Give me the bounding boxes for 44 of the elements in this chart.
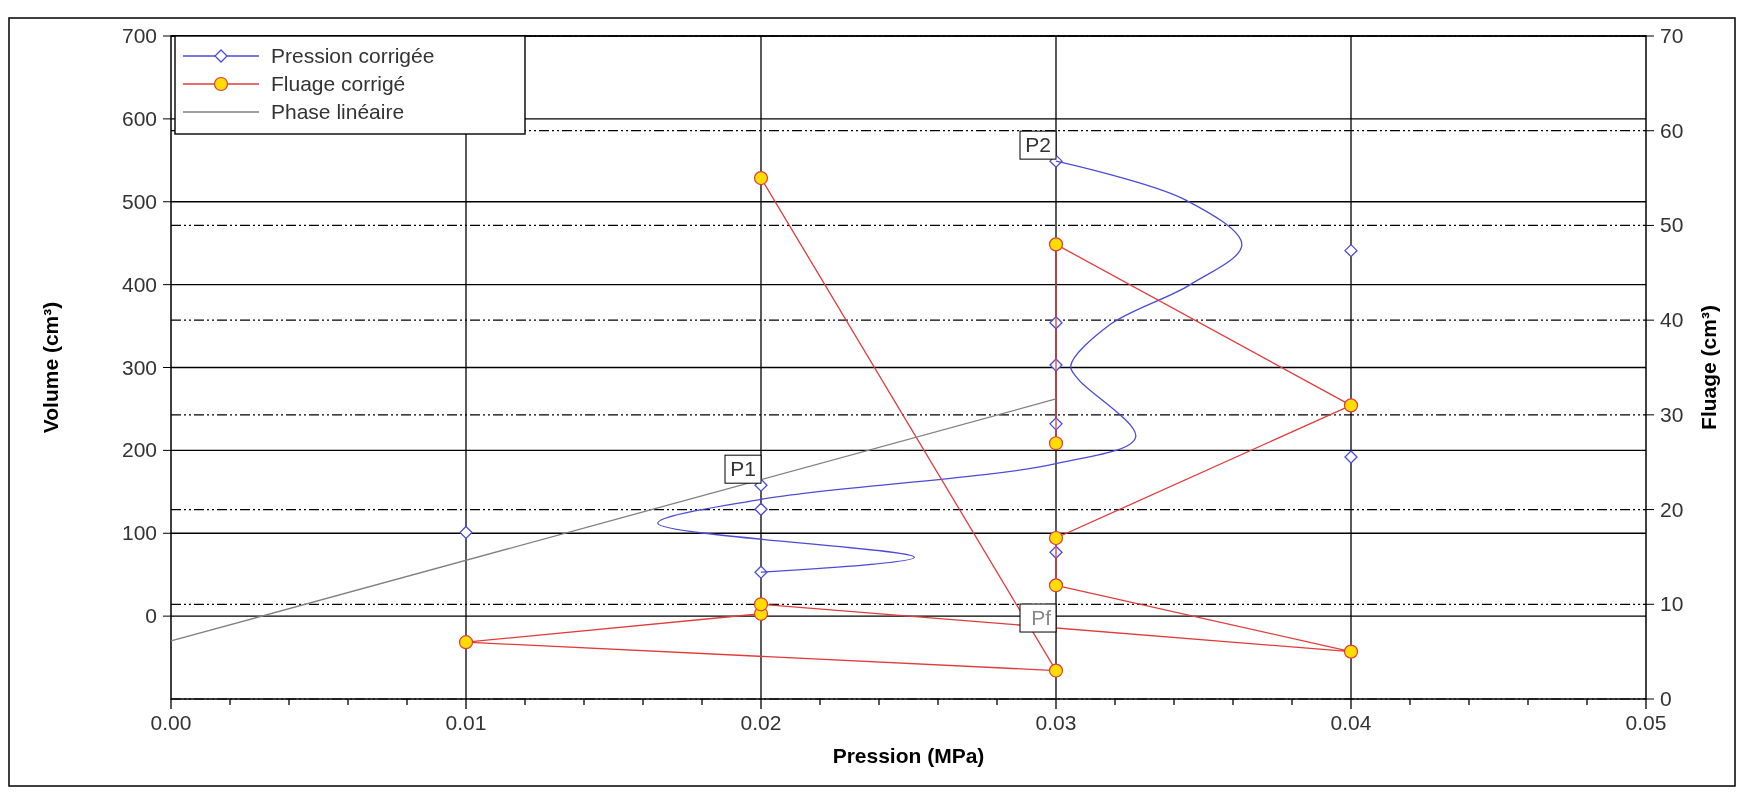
y2-axis-title: Fluage (cm³) xyxy=(1697,305,1720,430)
y-tick-label: 300 xyxy=(121,355,157,379)
point xyxy=(1048,237,1064,252)
y2-tick-label: 60 xyxy=(1660,118,1684,142)
y-tick-label: 0 xyxy=(145,604,157,628)
y-tick-label: 600 xyxy=(121,106,157,130)
x-axis-title: Pression (MPa) xyxy=(832,744,985,767)
x-tick-label: 0.01 xyxy=(445,711,487,734)
point xyxy=(459,525,473,540)
y2-tick-label: 0 xyxy=(1660,687,1672,710)
point xyxy=(753,597,769,612)
x-tick-label: 0.03 xyxy=(1035,711,1077,734)
annotation: P2 xyxy=(1025,133,1051,157)
y-tick-label: 500 xyxy=(121,189,157,213)
point xyxy=(1344,244,1358,258)
x-tick-label: 0.04 xyxy=(1330,711,1372,734)
legend-label: Phase linéaire xyxy=(271,100,405,123)
y2-tick-label: 40 xyxy=(1660,308,1684,332)
point xyxy=(458,635,474,650)
y2-tick-label: 50 xyxy=(1660,213,1684,237)
point xyxy=(1048,578,1064,593)
x-tick-label: 0.02 xyxy=(740,711,782,734)
y2-tick-label: 30 xyxy=(1660,402,1684,426)
y-axis-title: Volume (cm³) xyxy=(39,301,62,434)
point xyxy=(754,502,768,516)
point xyxy=(1343,644,1359,659)
point xyxy=(753,170,769,186)
legend-label: Fluage corrigé xyxy=(271,72,406,95)
y2-tick-label: 10 xyxy=(1660,592,1684,616)
legend-label: Pression corrigée xyxy=(271,44,435,67)
y-tick-label: 400 xyxy=(121,272,157,296)
annotation: P1 xyxy=(730,457,756,481)
y-tick-label: 700 xyxy=(121,24,157,47)
y2-tick-label: 20 xyxy=(1660,497,1684,521)
y-tick-label: 200 xyxy=(121,438,157,462)
x-tick-label: 0.05 xyxy=(1625,711,1667,734)
point xyxy=(1343,398,1359,413)
point xyxy=(1048,663,1064,678)
annotation: Pf xyxy=(1031,606,1052,630)
point xyxy=(1048,436,1064,451)
y2-tick-label: 70 xyxy=(1660,24,1684,47)
point xyxy=(1048,530,1064,546)
y-tick-label: 100 xyxy=(121,521,157,545)
x-tick-label: 0.00 xyxy=(150,711,192,734)
